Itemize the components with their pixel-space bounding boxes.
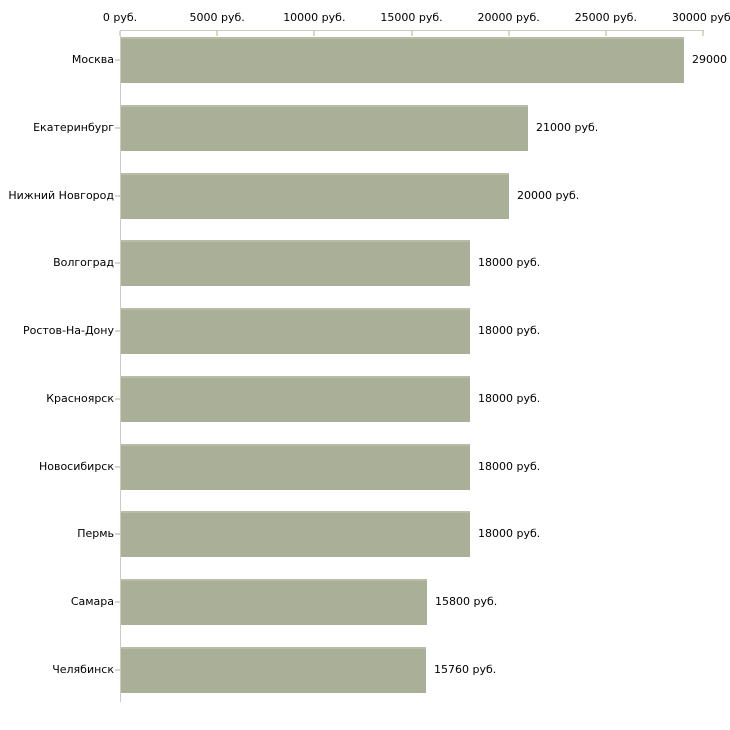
value-label: 29000 руб. <box>692 53 730 66</box>
category-tick-mark <box>115 330 120 332</box>
bar <box>121 579 427 625</box>
category-tick-mark <box>115 398 120 400</box>
bar <box>121 173 509 219</box>
y-axis-line <box>120 30 121 702</box>
x-axis-line <box>120 30 704 31</box>
x-tick-mark <box>119 31 121 36</box>
x-tick-mark <box>702 31 704 36</box>
bar <box>121 647 426 693</box>
category-label: Нижний Новгород <box>8 189 114 202</box>
bar <box>121 37 684 83</box>
x-tick-mark <box>605 31 607 36</box>
category-label: Москва <box>71 53 114 66</box>
x-tick-mark <box>411 31 413 36</box>
value-label: 15800 руб. <box>435 595 498 608</box>
value-label: 15760 руб. <box>434 663 497 676</box>
bar <box>121 308 470 354</box>
bar <box>121 444 470 490</box>
bar <box>121 240 470 286</box>
value-label: 18000 руб. <box>478 324 541 337</box>
category-tick-mark <box>115 195 120 197</box>
x-tick-label: 25000 руб. <box>574 11 637 24</box>
x-tick-label: 15000 руб. <box>380 11 443 24</box>
bar <box>121 511 470 557</box>
value-label: 18000 руб. <box>478 527 541 540</box>
category-label: Пермь <box>77 527 114 540</box>
category-tick-mark <box>115 601 120 603</box>
category-tick-mark <box>115 466 120 468</box>
x-tick-label: 0 руб. <box>102 11 138 24</box>
x-tick-mark <box>216 31 218 36</box>
category-label: Челябинск <box>52 663 114 676</box>
x-tick-mark <box>313 31 315 36</box>
bar <box>121 376 470 422</box>
category-label: Самара <box>70 595 114 608</box>
category-tick-mark <box>115 262 120 264</box>
category-label: Новосибирск <box>38 460 114 473</box>
category-tick-mark <box>115 127 120 129</box>
x-tick-mark <box>508 31 510 36</box>
category-tick-mark <box>115 669 120 671</box>
category-label: Красноярск <box>46 392 114 405</box>
value-label: 18000 руб. <box>478 392 541 405</box>
bar <box>121 105 528 151</box>
category-tick-mark <box>115 59 120 61</box>
value-label: 18000 руб. <box>478 460 541 473</box>
value-label: 18000 руб. <box>478 256 541 269</box>
x-tick-label: 5000 руб. <box>189 11 245 24</box>
value-label: 21000 руб. <box>536 121 599 134</box>
category-label: Екатеринбург <box>33 121 114 134</box>
category-tick-mark <box>115 533 120 535</box>
value-label: 20000 руб. <box>517 189 580 202</box>
category-label: Волгоград <box>53 256 114 269</box>
x-tick-label: 30000 руб. <box>671 11 730 24</box>
category-label: Ростов-На-Дону <box>22 324 114 337</box>
x-tick-label: 10000 руб. <box>283 11 346 24</box>
x-tick-label: 20000 руб. <box>477 11 540 24</box>
